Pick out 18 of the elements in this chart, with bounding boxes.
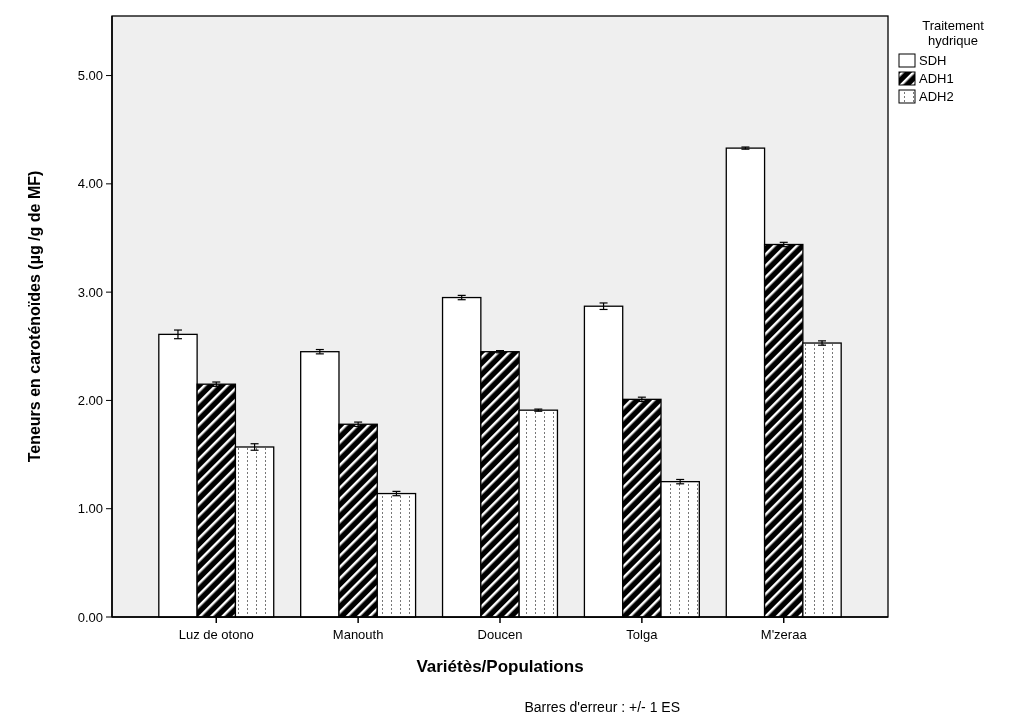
legend-label: SDH <box>919 53 947 68</box>
text: Barres d'erreur : +/- 1 ES <box>524 699 680 715</box>
legend-label: ADH2 <box>919 89 954 104</box>
y-tick-label: 0.00 <box>77 609 103 625</box>
y-tick-label: 1.00 <box>77 501 103 517</box>
y-tick-label: 3.00 <box>77 284 103 300</box>
legend-title: Traitement hydrique <box>922 18 985 48</box>
y-axis-title: Teneurs en caroténoïdes (µg /g de MF) <box>26 170 43 463</box>
y-tick-label: 4.00 <box>77 176 103 192</box>
y-tick-label: 5.00 <box>77 68 103 84</box>
x-tick-label: Manouth <box>332 627 384 642</box>
x-tick-label: M'zeraa <box>760 627 808 642</box>
x-axis-title: Variétès/Populations <box>416 657 584 676</box>
y-tick-label: 2.00 <box>77 392 103 408</box>
x-tick-label: Luz de otono <box>178 627 254 642</box>
legend-label: ADH1 <box>919 71 954 86</box>
x-tick-label: Tolga <box>626 627 659 642</box>
x-tick-label: Doucen <box>477 627 523 642</box>
